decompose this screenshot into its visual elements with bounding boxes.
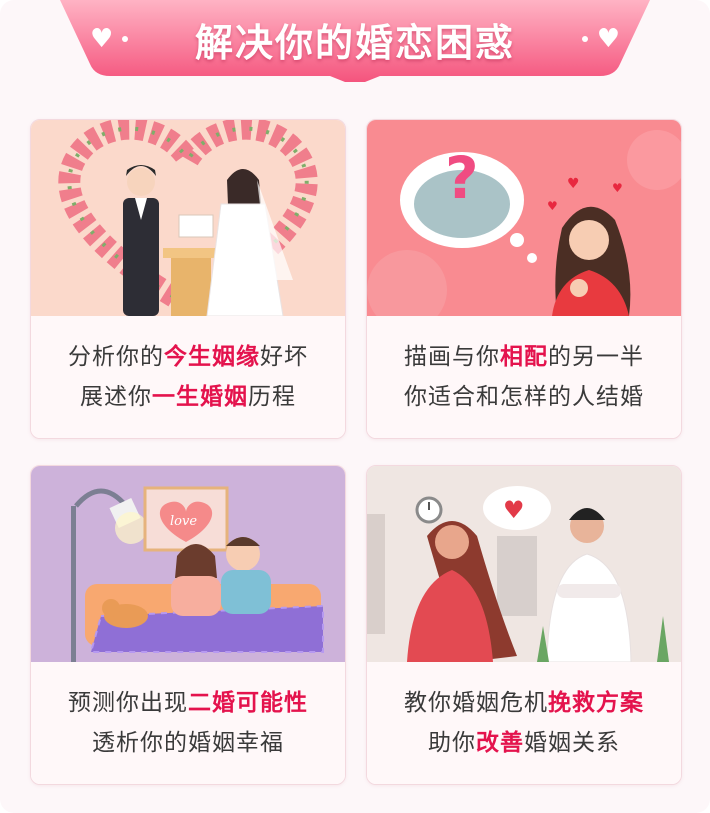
text-highlight: 一生婚姻: [152, 384, 248, 410]
thinking-woman-illustration-icon: ? ♥ ♥ ♥: [367, 120, 681, 316]
text-highlight: 挽救方案: [548, 690, 644, 716]
card-line: 助你改善婚姻关系: [428, 723, 620, 763]
poster-love-text: love: [170, 514, 197, 529]
text-normal: 教你婚姻危机: [404, 690, 548, 716]
text-normal: 助你: [428, 730, 476, 756]
text-normal: 好坏: [260, 344, 308, 370]
text-normal: 婚姻关系: [524, 730, 620, 756]
card-line: 你适合和怎样的人结婚: [404, 377, 644, 417]
text-normal: 展述你: [80, 384, 152, 410]
card-marriage-crisis[interactable]: ♥ 教你婚姻危机挽救方案 助你改善婚姻关系: [366, 465, 682, 785]
header-ribbon: ♥ 解决你的婚恋困惑 ♥: [60, 0, 650, 82]
svg-text:?: ?: [445, 144, 479, 212]
couple-in-bed-illustration-icon: love: [31, 466, 345, 662]
heart-left-icon: ♥: [90, 24, 114, 54]
card-marriage-fate[interactable]: 分析你的今生姻缘好坏 展述你一生婚姻历程: [30, 119, 346, 439]
dot-right-icon: [582, 36, 588, 42]
svg-text:♥: ♥: [547, 199, 558, 213]
svg-text:♥: ♥: [612, 181, 623, 195]
text-normal: 描画与你: [404, 344, 500, 370]
card-line: 教你婚姻危机挽救方案: [404, 683, 644, 723]
card-ideal-partner[interactable]: ? ♥ ♥ ♥ 描画与你相配的另一半 你适合和怎样的人结婚: [366, 119, 682, 439]
text-normal: 的另一半: [548, 344, 644, 370]
text-normal: 分析你的: [68, 344, 164, 370]
card-remarriage[interactable]: love 预测你出现二婚可能性 透析你的婚姻幸福: [30, 465, 346, 785]
card-line: 展述你一生婚姻历程: [80, 377, 296, 417]
text-normal: 历程: [248, 384, 296, 410]
card-line: 透析你的婚姻幸福: [92, 723, 284, 763]
card-text: 分析你的今生姻缘好坏 展述你一生婚姻历程: [31, 316, 345, 438]
card-line: 分析你的今生姻缘好坏: [68, 337, 308, 377]
text-normal: 预测你出现: [68, 690, 188, 716]
text-highlight: 相配: [500, 344, 548, 370]
text-highlight: 改善: [476, 730, 524, 756]
text-normal: 透析你的婚姻幸福: [92, 730, 284, 756]
card-line: 描画与你相配的另一半: [404, 337, 644, 377]
card-text: 描画与你相配的另一半 你适合和怎样的人结婚: [367, 316, 681, 438]
wedding-couple-illustration-icon: [31, 120, 345, 316]
dot-left-icon: [122, 36, 128, 42]
heart-right-icon: ♥: [596, 24, 620, 54]
broken-heart-icon: ♥: [503, 496, 525, 524]
text-normal: 你适合和怎样的人结婚: [404, 384, 644, 410]
card-line: 预测你出现二婚可能性: [68, 683, 308, 723]
card-text: 教你婚姻危机挽救方案 助你改善婚姻关系: [367, 662, 681, 784]
text-highlight: 二婚可能性: [188, 690, 308, 716]
arguing-couple-illustration-icon: ♥: [367, 466, 681, 662]
text-highlight: 今生姻缘: [164, 344, 260, 370]
svg-text:♥: ♥: [567, 176, 580, 192]
page-title: 解决你的婚恋困惑: [194, 20, 515, 65]
card-text: 预测你出现二婚可能性 透析你的婚姻幸福: [31, 662, 345, 784]
